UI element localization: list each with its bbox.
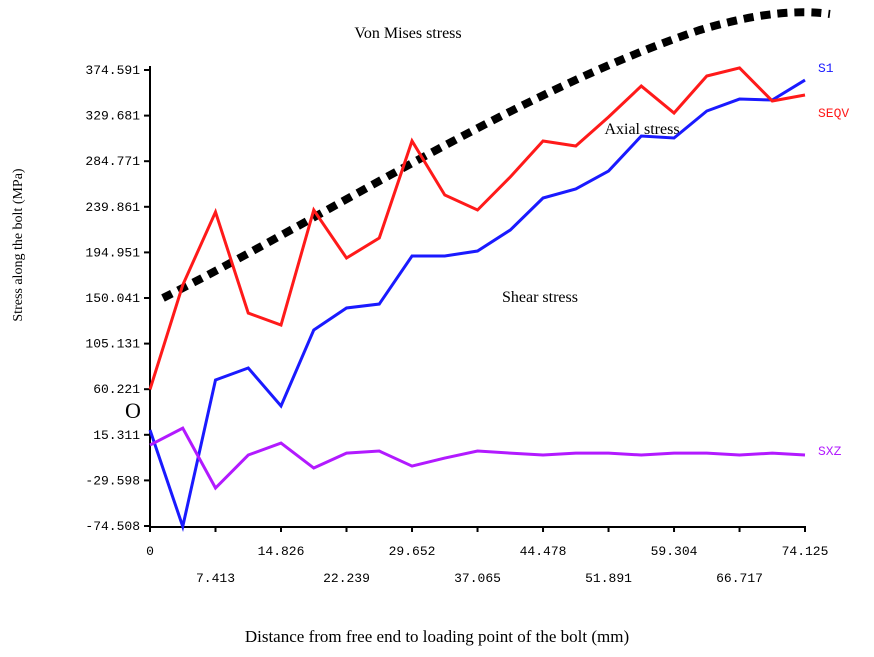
x-tick-label: 74.125 (782, 544, 829, 559)
chart-title: Von Mises stress (354, 25, 461, 42)
series-label: SEQV (818, 106, 849, 121)
x-tick-label: 66.717 (716, 571, 763, 586)
x-tick-label: 29.652 (389, 544, 436, 559)
y-tick-label: 150.041 (85, 291, 140, 306)
y-tick-label: 60.221 (93, 382, 140, 397)
x-tick-label: 37.065 (454, 571, 501, 586)
y-tick-label: 329.681 (85, 109, 140, 124)
y-tick-label: 284.771 (85, 154, 140, 169)
x-tick-label: 22.239 (323, 571, 370, 586)
y-tick-label: 105.131 (85, 337, 140, 352)
x-tick-label: 7.413 (196, 571, 235, 586)
y-tick-label: -29.598 (85, 473, 140, 488)
series-line (148, 66, 806, 390)
x-tick-label: 14.826 (258, 544, 305, 559)
x-tick-label: 0 (146, 544, 154, 559)
y-tick-label: 374.591 (85, 63, 140, 78)
annotation: Shear stress (502, 289, 578, 306)
annotation: O (125, 398, 141, 423)
x-tick-label: 44.478 (520, 544, 567, 559)
series-label: SXZ (818, 444, 842, 459)
y-tick-label: 15.311 (93, 428, 140, 443)
y-axis-label: Stress along the bolt (MPa) (11, 168, 26, 322)
series-label: S1 (818, 61, 834, 76)
x-tick-label: 51.891 (585, 571, 632, 586)
y-tick-label: 239.861 (85, 200, 140, 215)
series-line (148, 78, 806, 533)
x-tick-label: 59.304 (651, 544, 698, 559)
x-axis-label: Distance from free end to loading point … (245, 627, 629, 646)
annotation: Axial stress (604, 121, 679, 138)
dotted-curve (161, 8, 831, 302)
y-tick-label: 194.951 (85, 245, 140, 260)
series-line (149, 426, 806, 491)
y-tick-label: -74.508 (85, 519, 140, 534)
